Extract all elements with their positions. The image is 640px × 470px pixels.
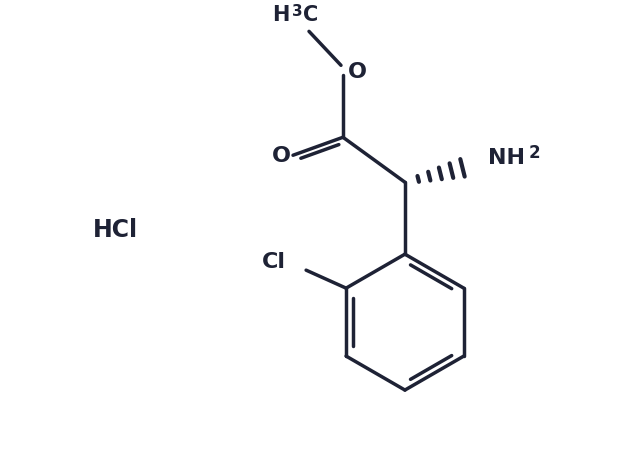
Text: C: C [303,5,318,25]
Text: 3: 3 [292,4,303,19]
Text: O: O [271,146,291,166]
Text: Cl: Cl [262,252,286,272]
Text: HCl: HCl [93,218,138,242]
Text: H: H [271,5,289,25]
Text: 2: 2 [529,144,540,162]
Text: NH: NH [488,148,525,168]
Text: O: O [348,63,367,82]
